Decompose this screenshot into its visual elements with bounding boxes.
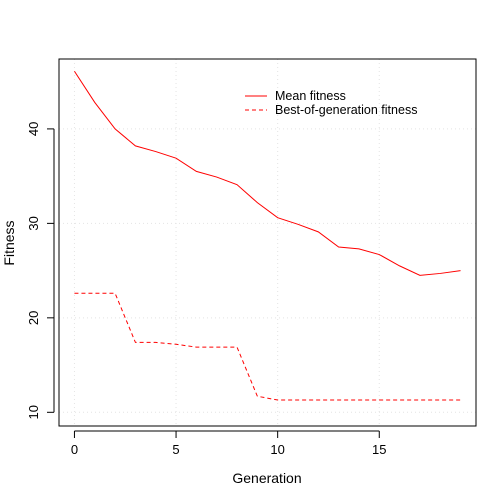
x-tick-label: 10 bbox=[270, 442, 284, 457]
y-tick-label: 20 bbox=[26, 311, 41, 325]
legend-label-best-fitness: Best-of-generation fitness bbox=[275, 103, 417, 117]
x-tick-label: 0 bbox=[71, 442, 78, 457]
y-axis: 10 20 30 40 bbox=[26, 122, 54, 420]
series-layer bbox=[74, 71, 460, 400]
x-axis: 0 5 10 15 bbox=[71, 431, 387, 457]
y-tick-label: 40 bbox=[26, 122, 41, 136]
legend: Mean fitness Best-of-generation fitness bbox=[245, 89, 417, 117]
x-tick-label: 5 bbox=[172, 442, 179, 457]
legend-label-mean-fitness: Mean fitness bbox=[275, 89, 346, 103]
y-axis-label: Fitness bbox=[1, 220, 17, 265]
x-tick-label: 15 bbox=[372, 442, 386, 457]
y-tick-label: 30 bbox=[26, 216, 41, 230]
x-axis-label: Generation bbox=[232, 470, 301, 486]
y-tick-label: 10 bbox=[26, 405, 41, 419]
series-line-mean-fitness bbox=[74, 71, 460, 275]
series-line-best-fitness bbox=[74, 293, 460, 400]
